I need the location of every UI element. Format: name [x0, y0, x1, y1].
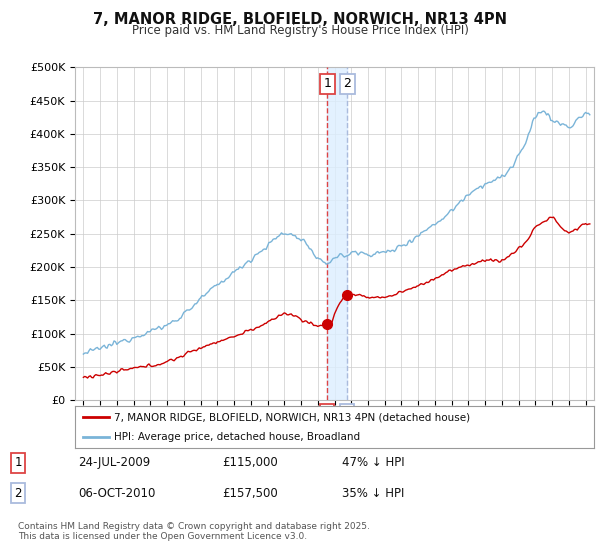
Text: 2: 2 [343, 77, 351, 90]
Text: 47% ↓ HPI: 47% ↓ HPI [342, 456, 404, 469]
Text: 1: 1 [323, 77, 331, 90]
Text: Price paid vs. HM Land Registry's House Price Index (HPI): Price paid vs. HM Land Registry's House … [131, 24, 469, 36]
Text: £115,000: £115,000 [222, 456, 278, 469]
Text: 7, MANOR RIDGE, BLOFIELD, NORWICH, NR13 4PN: 7, MANOR RIDGE, BLOFIELD, NORWICH, NR13 … [93, 12, 507, 27]
Text: 24-JUL-2009: 24-JUL-2009 [78, 456, 150, 469]
Text: 06-OCT-2010: 06-OCT-2010 [78, 487, 155, 500]
Text: £157,500: £157,500 [222, 487, 278, 500]
Bar [327, 67, 347, 400]
Text: 1: 1 [14, 456, 22, 469]
Text: HPI: Average price, detached house, Broadland: HPI: Average price, detached house, Broa… [114, 432, 360, 442]
Text: 2: 2 [14, 487, 22, 500]
Text: 2: 2 [343, 407, 351, 420]
Text: Contains HM Land Registry data © Crown copyright and database right 2025.
This d: Contains HM Land Registry data © Crown c… [18, 522, 370, 542]
Text: 35% ↓ HPI: 35% ↓ HPI [342, 487, 404, 500]
Text: 7, MANOR RIDGE, BLOFIELD, NORWICH, NR13 4PN (detached house): 7, MANOR RIDGE, BLOFIELD, NORWICH, NR13 … [114, 412, 470, 422]
Text: 1: 1 [323, 407, 331, 420]
